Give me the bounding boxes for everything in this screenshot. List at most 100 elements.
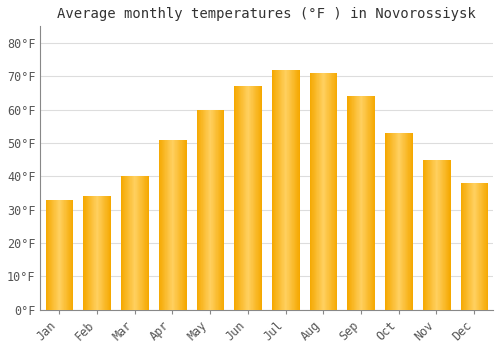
Bar — [280, 70, 281, 310]
Bar — [100, 196, 101, 310]
Bar — [350, 96, 352, 310]
Bar — [310, 73, 311, 310]
Bar — [320, 73, 321, 310]
Bar — [128, 176, 129, 310]
Bar — [348, 96, 349, 310]
Bar — [136, 176, 137, 310]
Bar — [443, 160, 444, 310]
Bar — [141, 176, 142, 310]
Bar — [387, 133, 388, 310]
Bar — [321, 73, 322, 310]
Bar — [58, 200, 59, 310]
Bar — [474, 183, 475, 310]
Bar — [130, 176, 131, 310]
Bar — [368, 96, 369, 310]
Bar — [460, 183, 461, 310]
Bar — [56, 200, 58, 310]
Bar — [132, 176, 134, 310]
Bar — [73, 200, 74, 310]
Bar — [178, 140, 180, 310]
Bar — [359, 96, 360, 310]
Bar — [479, 183, 480, 310]
Bar — [144, 176, 145, 310]
Bar — [299, 70, 300, 310]
Bar — [272, 70, 273, 310]
Bar — [433, 160, 434, 310]
Bar — [373, 96, 374, 310]
Bar — [350, 96, 351, 310]
Bar — [282, 70, 283, 310]
Bar — [482, 183, 483, 310]
Bar — [178, 140, 179, 310]
Bar — [220, 110, 221, 310]
Bar — [279, 70, 280, 310]
Bar — [473, 183, 474, 310]
Bar — [237, 86, 238, 310]
Bar — [353, 96, 354, 310]
Bar — [388, 133, 389, 310]
Bar — [185, 140, 186, 310]
Bar — [87, 196, 88, 310]
Bar — [440, 160, 441, 310]
Bar — [399, 133, 400, 310]
Bar — [54, 200, 55, 310]
Bar — [147, 176, 148, 310]
Bar — [97, 196, 98, 310]
Bar — [332, 73, 333, 310]
Bar — [435, 160, 436, 310]
Bar — [436, 160, 437, 310]
Bar — [169, 140, 170, 310]
Bar — [92, 196, 94, 310]
Bar — [208, 110, 209, 310]
Bar — [369, 96, 370, 310]
Bar — [432, 160, 433, 310]
Bar — [176, 140, 177, 310]
Bar — [145, 176, 146, 310]
Bar — [98, 196, 99, 310]
Bar — [46, 200, 47, 310]
Bar — [273, 70, 274, 310]
Bar — [297, 70, 298, 310]
Bar — [254, 86, 255, 310]
Bar — [331, 73, 332, 310]
Bar — [48, 200, 49, 310]
Bar — [197, 110, 198, 310]
Bar — [108, 196, 109, 310]
Bar — [183, 140, 184, 310]
Bar — [164, 140, 165, 310]
Bar — [138, 176, 139, 310]
Bar — [367, 96, 368, 310]
Bar — [85, 196, 86, 310]
Bar — [358, 96, 359, 310]
Bar — [86, 196, 88, 310]
Bar — [362, 96, 363, 310]
Bar — [311, 73, 312, 310]
Bar — [102, 196, 104, 310]
Bar — [238, 86, 240, 310]
Bar — [323, 73, 324, 310]
Bar — [391, 133, 392, 310]
Bar — [487, 183, 488, 310]
Bar — [72, 200, 73, 310]
Bar — [397, 133, 398, 310]
Bar — [127, 176, 128, 310]
Bar — [198, 110, 200, 310]
Bar — [221, 110, 222, 310]
Bar — [125, 176, 126, 310]
Bar — [234, 86, 235, 310]
Bar — [463, 183, 464, 310]
Bar — [444, 160, 445, 310]
Bar — [131, 176, 132, 310]
Bar — [429, 160, 430, 310]
Bar — [294, 70, 295, 310]
Bar — [446, 160, 447, 310]
Bar — [110, 196, 111, 310]
Bar — [122, 176, 123, 310]
Bar — [204, 110, 205, 310]
Bar — [208, 110, 210, 310]
Bar — [170, 140, 171, 310]
Bar — [402, 133, 403, 310]
Bar — [292, 70, 293, 310]
Bar — [91, 196, 92, 310]
Bar — [428, 160, 429, 310]
